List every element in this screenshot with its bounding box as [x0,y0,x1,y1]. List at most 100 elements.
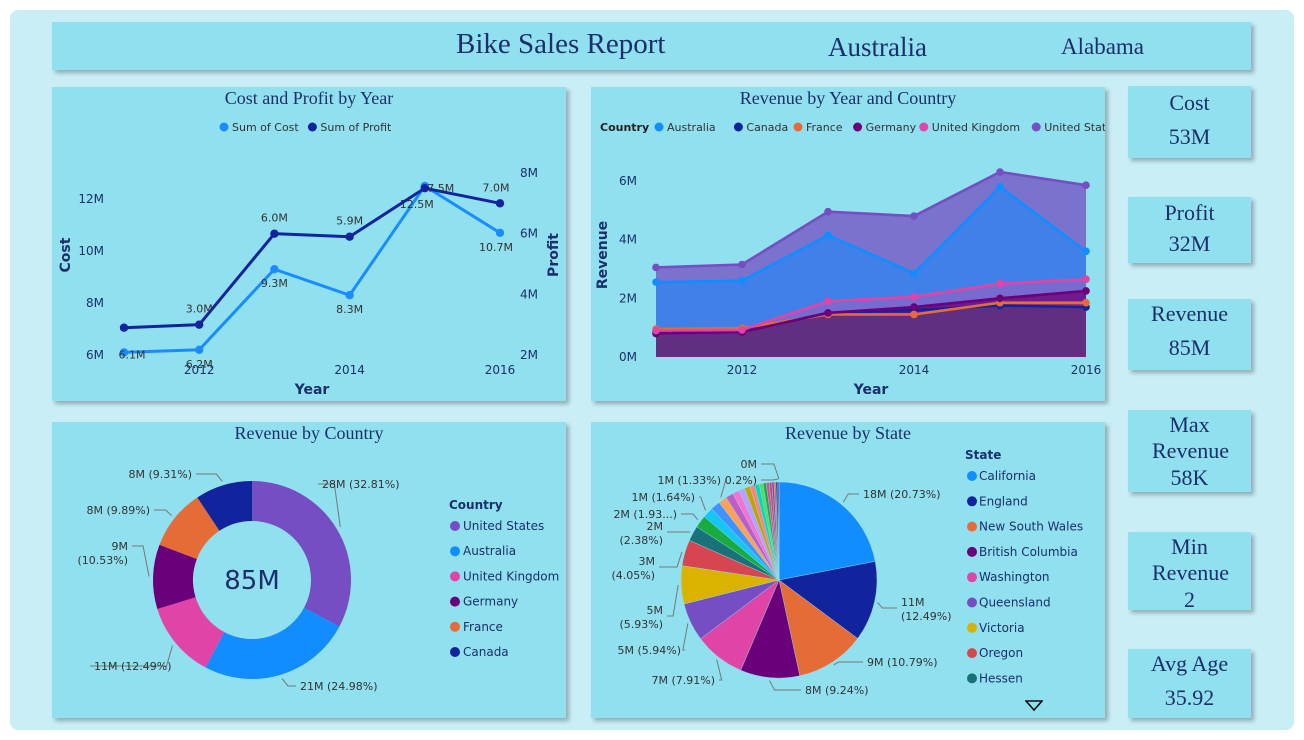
kpi-label: Max Revenue [1152,412,1229,463]
legend-marker [219,122,229,132]
data-point [1082,275,1090,283]
slice-united-states [252,481,351,627]
series-line-australia [655,184,1087,284]
donut-center-total: 85M [224,566,280,596]
y-tick-label: 12M [78,192,104,206]
series-line-united-states [655,170,1087,269]
legend-label: United Kingdom [932,121,1020,134]
data-label: 1M (1.64%) [631,491,695,504]
leader-line [716,659,723,681]
revenue-year-country-panel: Revenue by Year and Country Country Austr… [591,87,1105,401]
x-tick-label: 2014 [334,363,365,377]
cost-profit-line-chart: Sum of Cost Sum of Profit 6M 8M 10M 12M 2M 4M 6M… [58,121,562,398]
chart-title: Revenue by State [785,423,911,443]
data-label: 18M (20.73%) [863,488,941,501]
data-label: 11M [901,596,925,609]
legend-marker [450,546,460,557]
pie-slice [778,561,878,639]
leader-line [659,551,683,568]
legend-label: Germany [866,121,917,134]
series-line-sum-of-cost [123,183,501,354]
kpi-card-cost: Cost 53M [1128,86,1251,158]
legend-marker [967,597,977,608]
data-point [996,294,1004,303]
kpi-label: Min Revenue [1152,534,1229,585]
kpi-card-max-revenue: Max Revenue 58K [1128,410,1251,492]
revenue-donut-chart: 28M (32.81%) 21M (24.98%) 11M (12.49%) 9M(1… [77,468,559,693]
data-point [824,309,832,317]
data-label: 8M (9.89%) [86,504,150,517]
legend-label: Sum of Cost [232,121,299,134]
legend-marker [307,122,317,132]
data-point [345,232,354,241]
series-line-france [655,301,1086,331]
x-axis-title: Year [294,382,330,398]
legend-marker [450,521,460,531]
y-tick-label: 6M [86,348,104,362]
data-point [270,229,279,238]
data-point [1082,247,1090,256]
data-label: 9.3M [261,277,288,290]
data-point [652,326,660,335]
kpi-value: 85M [1168,335,1211,360]
legend-marker [654,122,664,132]
x-axis-title: Year [853,382,889,398]
data-label: 0M [741,458,758,471]
data-point [345,291,354,300]
legend-marker [967,521,977,532]
data-label: 5M [647,604,664,617]
legend-label: Canada [746,121,788,134]
data-label: 5.9M [336,215,363,228]
legend-label: Sum of Profit [320,121,392,134]
data-point [824,297,832,306]
data-label: 6.2M [186,358,213,371]
data-label: 7M (7.91%) [651,674,715,687]
data-label: 12.5M [400,198,434,211]
data-point [195,345,204,354]
data-point [1082,181,1090,190]
leader-line [681,513,699,521]
legend-marker [450,621,460,632]
legend-label: England [979,494,1028,508]
leader-line [761,478,779,481]
y-axis-title: Cost [58,237,74,272]
data-label: 11M (12.49%) [94,660,172,673]
data-label: 0.2%) [725,474,757,487]
country-slicer-value[interactable]: Australia [828,32,927,62]
legend-label: Oregon [979,646,1023,660]
data-point [1082,287,1090,295]
legend-title: State [965,448,1001,462]
legend-label: British Columbia [979,545,1078,559]
series-line-germany [655,289,1087,335]
data-label: 9M [112,540,129,553]
kpi-label: Avg Age [1150,651,1229,676]
report-title: Bike Sales Report [456,28,666,60]
data-label: 1M (1.33%) [657,474,721,487]
area-canada [656,305,1086,357]
caret-down-icon[interactable] [1025,700,1043,712]
legend-label: New South Wales [979,520,1083,534]
data-label: 5M (5.94%) [617,644,681,657]
kpi-value: 2 [1184,587,1195,612]
y2-tick-label: 8M [520,166,538,180]
x-tick-label: 2012 [184,363,215,377]
slice-australia [205,607,340,679]
state-slicer-value[interactable]: Alabama [1061,34,1145,59]
data-point [910,269,918,278]
pie-slice [778,579,858,677]
data-label: 8M (9.24%) [805,684,869,697]
data-label: 6.1M [119,348,146,361]
y-tick-label: 4M [619,233,637,247]
data-label: 2M (1.93...) [613,508,677,521]
series-line-sum-of-profit [123,186,501,330]
leader-line [318,483,341,528]
x-tick-label: 2014 [899,363,930,377]
revenue-country-panel: Revenue by Country 28M (32.81%) 21M (24.9… [52,422,566,718]
cost-profit-chart-panel: Cost and Profit by Year Sum of Cost Sum o… [52,87,566,401]
legend-marker [450,571,460,582]
slice-germany [153,544,197,609]
leader-line [833,661,863,666]
legend-marker [967,471,977,481]
legend-marker [793,122,803,132]
data-point [270,265,279,274]
